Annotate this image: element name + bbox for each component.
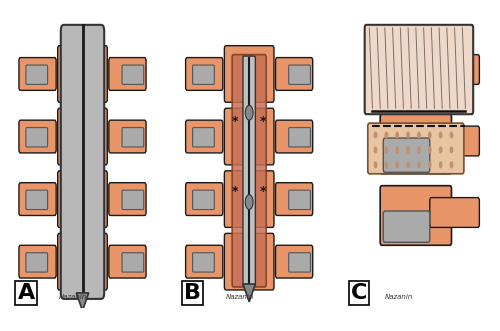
FancyBboxPatch shape	[384, 211, 430, 242]
FancyBboxPatch shape	[288, 190, 310, 210]
FancyBboxPatch shape	[26, 190, 48, 210]
Circle shape	[417, 131, 421, 139]
FancyBboxPatch shape	[19, 183, 56, 215]
Circle shape	[439, 146, 442, 154]
Circle shape	[428, 131, 432, 139]
Text: Nazanin: Nazanin	[60, 294, 88, 300]
FancyBboxPatch shape	[364, 25, 473, 114]
Circle shape	[450, 146, 454, 154]
Circle shape	[246, 105, 253, 120]
FancyBboxPatch shape	[26, 253, 48, 272]
FancyBboxPatch shape	[61, 25, 104, 299]
Circle shape	[406, 146, 410, 154]
Text: Nazanin: Nazanin	[385, 294, 413, 300]
FancyBboxPatch shape	[224, 233, 274, 290]
FancyBboxPatch shape	[384, 138, 430, 172]
FancyBboxPatch shape	[186, 58, 223, 90]
FancyBboxPatch shape	[288, 253, 310, 272]
FancyBboxPatch shape	[58, 233, 108, 290]
FancyBboxPatch shape	[58, 46, 108, 102]
Circle shape	[417, 161, 421, 168]
Circle shape	[428, 161, 432, 168]
Circle shape	[406, 161, 410, 168]
Polygon shape	[243, 284, 256, 302]
Circle shape	[450, 161, 454, 168]
Text: *: *	[232, 115, 238, 128]
FancyBboxPatch shape	[224, 46, 274, 102]
FancyBboxPatch shape	[224, 171, 274, 227]
FancyBboxPatch shape	[276, 120, 312, 153]
FancyBboxPatch shape	[232, 55, 266, 287]
Text: B: B	[184, 283, 201, 303]
FancyBboxPatch shape	[122, 65, 144, 84]
FancyBboxPatch shape	[19, 58, 56, 90]
FancyBboxPatch shape	[276, 245, 312, 278]
Circle shape	[396, 131, 399, 139]
FancyBboxPatch shape	[243, 56, 256, 285]
FancyBboxPatch shape	[26, 128, 48, 147]
Text: *: *	[260, 185, 266, 198]
FancyBboxPatch shape	[192, 253, 214, 272]
FancyBboxPatch shape	[288, 128, 310, 147]
Circle shape	[384, 131, 388, 139]
Text: C: C	[350, 283, 367, 303]
Circle shape	[396, 161, 399, 168]
Circle shape	[384, 161, 388, 168]
Circle shape	[450, 131, 454, 139]
FancyBboxPatch shape	[430, 198, 480, 227]
FancyBboxPatch shape	[122, 190, 144, 210]
Circle shape	[246, 195, 253, 210]
FancyBboxPatch shape	[430, 126, 480, 156]
Circle shape	[428, 146, 432, 154]
FancyBboxPatch shape	[276, 183, 312, 215]
Circle shape	[374, 146, 378, 154]
FancyBboxPatch shape	[192, 65, 214, 84]
FancyBboxPatch shape	[380, 43, 452, 102]
FancyBboxPatch shape	[26, 65, 48, 84]
Circle shape	[396, 146, 399, 154]
FancyBboxPatch shape	[109, 183, 146, 215]
Polygon shape	[76, 293, 88, 311]
FancyBboxPatch shape	[109, 120, 146, 153]
FancyBboxPatch shape	[109, 245, 146, 278]
FancyBboxPatch shape	[19, 120, 56, 153]
FancyBboxPatch shape	[186, 120, 223, 153]
FancyBboxPatch shape	[192, 190, 214, 210]
Circle shape	[384, 146, 388, 154]
Text: *: *	[260, 115, 266, 128]
FancyBboxPatch shape	[109, 58, 146, 90]
FancyBboxPatch shape	[288, 65, 310, 84]
FancyBboxPatch shape	[186, 183, 223, 215]
Text: A: A	[18, 283, 34, 303]
FancyBboxPatch shape	[192, 128, 214, 147]
FancyBboxPatch shape	[430, 55, 480, 84]
Circle shape	[374, 131, 378, 139]
FancyBboxPatch shape	[186, 245, 223, 278]
FancyBboxPatch shape	[58, 108, 108, 165]
FancyBboxPatch shape	[276, 58, 312, 90]
Circle shape	[374, 161, 378, 168]
Circle shape	[439, 161, 442, 168]
FancyBboxPatch shape	[368, 123, 464, 174]
Text: Nazanin: Nazanin	[226, 294, 254, 300]
FancyBboxPatch shape	[122, 253, 144, 272]
Circle shape	[417, 146, 421, 154]
Circle shape	[439, 131, 442, 139]
FancyBboxPatch shape	[122, 128, 144, 147]
Text: *: *	[232, 185, 238, 198]
FancyBboxPatch shape	[224, 108, 274, 165]
Circle shape	[406, 131, 410, 139]
FancyBboxPatch shape	[58, 171, 108, 227]
FancyBboxPatch shape	[19, 245, 56, 278]
FancyBboxPatch shape	[380, 186, 452, 245]
FancyBboxPatch shape	[380, 114, 452, 174]
